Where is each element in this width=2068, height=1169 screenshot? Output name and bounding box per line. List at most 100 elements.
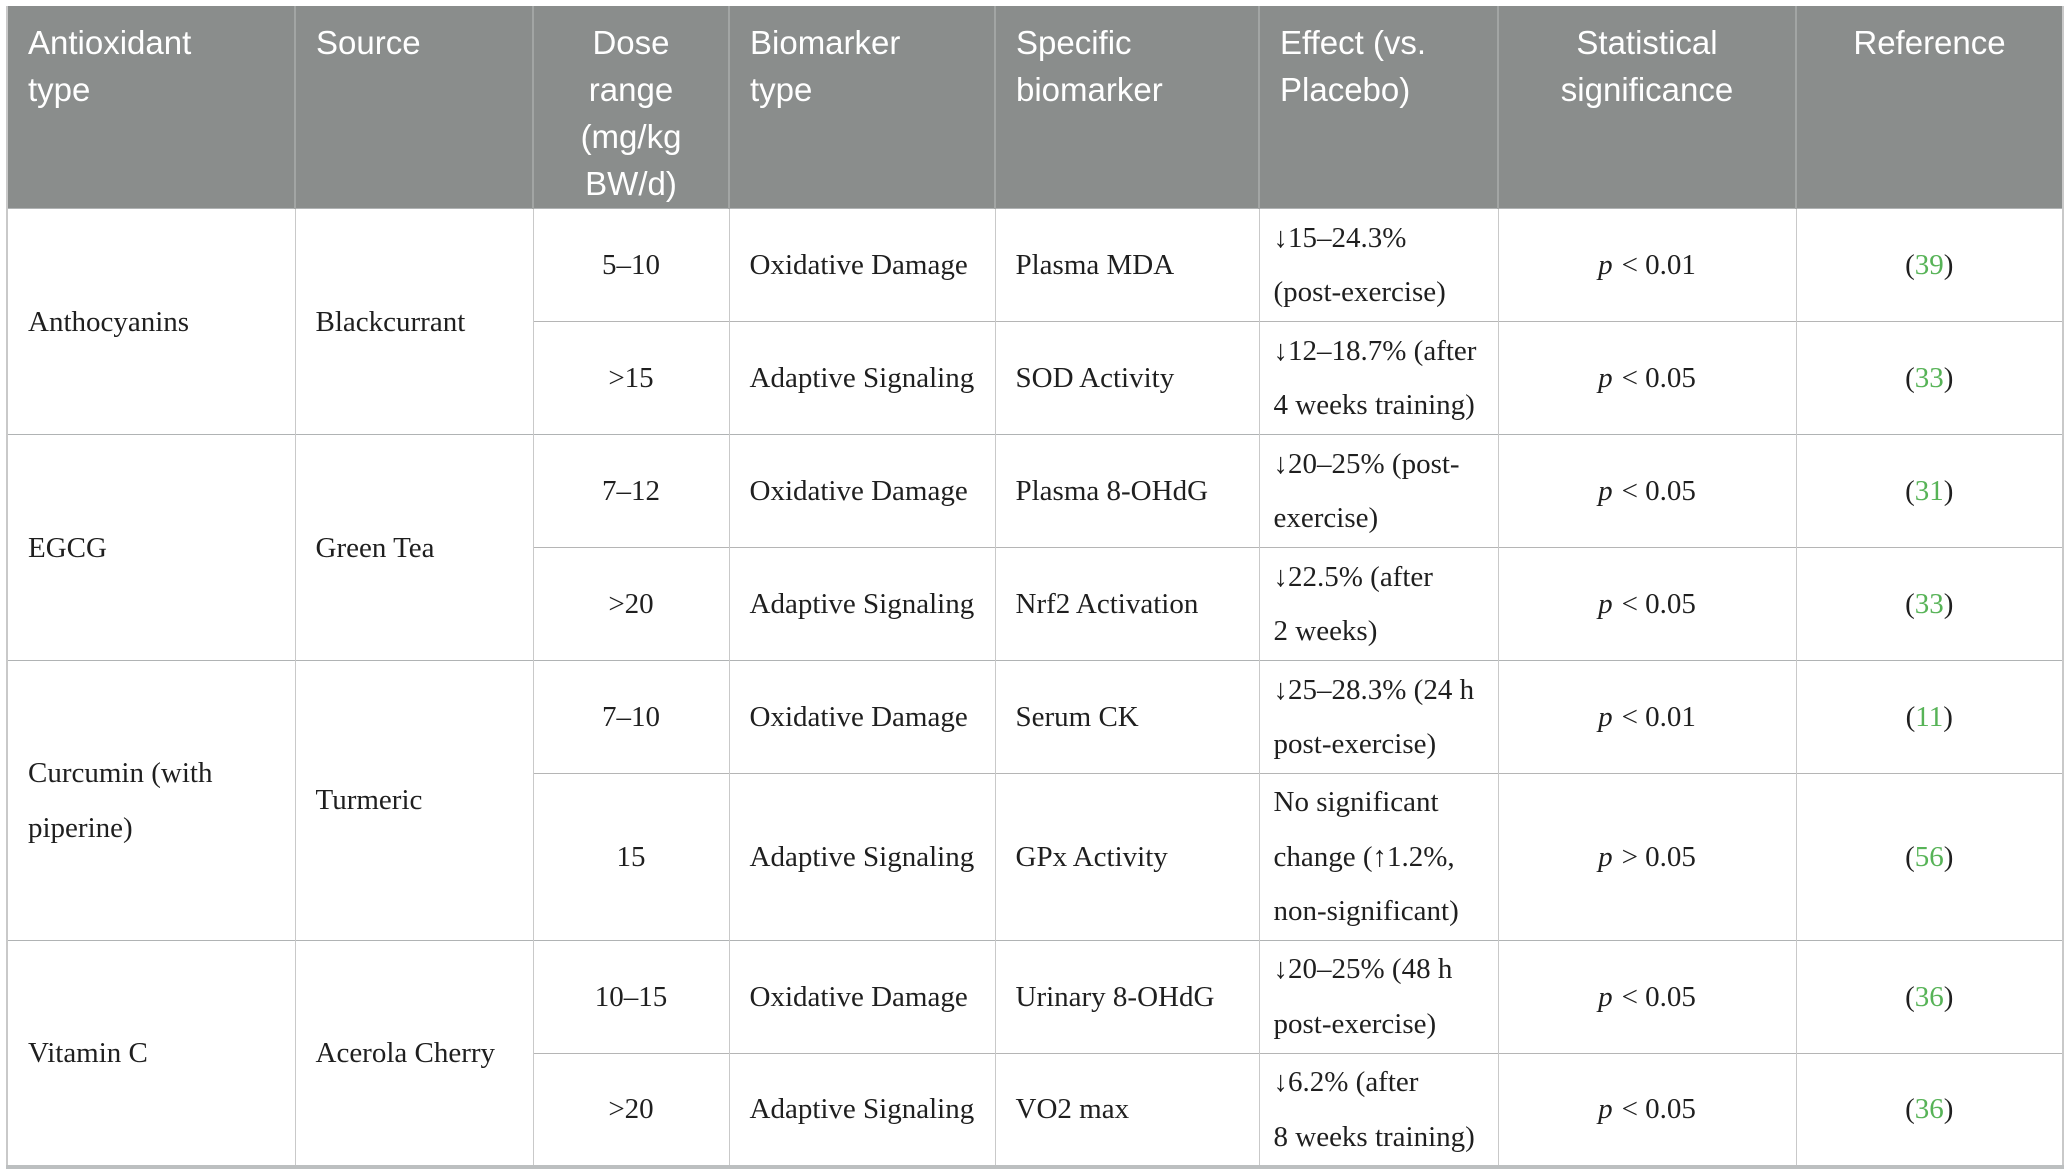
cell-specific-biomarker: SOD Activity (994, 321, 1259, 435)
cell-significance: p < 0.05 (1497, 434, 1796, 548)
column-header-antioxidant-type: Antioxidant type (7, 6, 295, 209)
table-row: EGCG Green Tea 7–12 Oxidative Damage Pla… (6, 434, 2063, 661)
cell-dose-range: >20 (532, 547, 729, 661)
cell-biomarker-type: Oxidative Damage (728, 434, 995, 548)
paren-close: ) (1943, 701, 1953, 734)
cell-biomarker-type: Oxidative Damage (728, 208, 995, 322)
paren-open: ( (1905, 588, 1915, 621)
reference-link[interactable]: 39 (1914, 249, 1944, 282)
reference-link[interactable]: 56 (1914, 840, 1944, 873)
p-symbol: p (1598, 362, 1613, 395)
cell-biomarker-type: Adaptive Signaling (728, 773, 995, 941)
paren-close: ) (1943, 588, 1954, 621)
paren-open: ( (1905, 475, 1915, 508)
p-threshold: < 0.05 (1621, 362, 1696, 395)
column-header-dose-range: Dose range (mg/kg BW/d) (532, 6, 729, 209)
reference-link[interactable]: 33 (1914, 362, 1944, 395)
column-header-biomarker-type: Biomarker type (728, 6, 995, 209)
p-threshold: < 0.01 (1621, 249, 1696, 282)
p-threshold: < 0.05 (1621, 1093, 1696, 1126)
cell-biomarker-type: Adaptive Signaling (728, 547, 995, 661)
p-threshold: < 0.05 (1621, 980, 1696, 1013)
cell-specific-biomarker: VO2 max (994, 1052, 1259, 1168)
cell-dose-range: 7–10 (532, 660, 729, 774)
p-symbol: p (1598, 475, 1613, 508)
cell-dose-range: 5–10 (532, 208, 729, 322)
table-body: Anthocyanins Blackcurrant 5–10 Oxidative… (6, 208, 2063, 1168)
p-threshold: < 0.05 (1621, 588, 1696, 621)
cell-antioxidant: Vitamin C (6, 939, 295, 1168)
paren-close: ) (1943, 1093, 1954, 1126)
cell-significance: p < 0.05 (1497, 1052, 1796, 1168)
cell-specific-biomarker: Serum CK (994, 660, 1259, 774)
paren-open: ( (1905, 980, 1915, 1013)
paren-close: ) (1943, 249, 1954, 282)
cell-specific-biomarker: Plasma MDA (994, 208, 1259, 322)
cell-biomarker-type: Adaptive Signaling (728, 1052, 995, 1168)
cell-biomarker-type: Oxidative Damage (728, 939, 995, 1054)
antioxidant-effects-table: Antioxidant type Source Dose range (mg/k… (6, 6, 2064, 1169)
cell-effect: ↓6.2% (after 8 weeks training) (1258, 1052, 1498, 1168)
cell-effect: ↓12–18.7% (after 4 weeks training) (1258, 321, 1498, 435)
p-threshold: < 0.01 (1621, 701, 1696, 734)
cell-effect: ↓22.5% (after 2 weeks) (1258, 547, 1498, 661)
reference-link[interactable]: 11 (1915, 701, 1944, 734)
cell-dose-range: >20 (532, 1052, 729, 1168)
cell-reference: (33) (1795, 321, 2063, 435)
cell-source: Acerola Cherry (294, 939, 533, 1168)
column-header-source: Source (294, 6, 533, 209)
cell-biomarker-type: Oxidative Damage (728, 660, 995, 774)
cell-antioxidant: Curcumin (with piperine) (6, 660, 295, 941)
cell-effect: No significant change (↑1.2%, non-signif… (1258, 773, 1498, 941)
paren-close: ) (1943, 980, 1954, 1013)
paren-close: ) (1943, 840, 1954, 873)
cell-source: Blackcurrant (294, 208, 533, 435)
table-header: Antioxidant type Source Dose range (mg/k… (7, 6, 2063, 209)
cell-source: Turmeric (294, 660, 533, 941)
p-symbol: p (1598, 1093, 1613, 1126)
table-row: Vitamin C Acerola Cherry 10–15 Oxidative… (6, 939, 2063, 1168)
cell-dose-range: 15 (532, 773, 729, 941)
cell-effect: ↓20–25% (48 h post-exercise) (1258, 939, 1498, 1054)
paren-close: ) (1943, 475, 1954, 508)
cell-antioxidant: EGCG (6, 434, 295, 661)
reference-link[interactable]: 36 (1914, 980, 1944, 1013)
cell-significance: p < 0.05 (1497, 939, 1796, 1054)
cell-antioxidant: Anthocyanins (6, 208, 295, 435)
cell-significance: p < 0.01 (1497, 660, 1796, 774)
cell-reference: (36) (1795, 1052, 2063, 1168)
paren-open: ( (1905, 362, 1915, 395)
column-header-statistical-significance: Statistical significance (1497, 6, 1796, 209)
cell-reference: (31) (1795, 434, 2063, 548)
cell-dose-range: 7–12 (532, 434, 729, 548)
p-symbol: p (1598, 588, 1613, 621)
p-threshold: < 0.05 (1621, 475, 1696, 508)
table-row: >15 Adaptive Signaling SOD Activity ↓12–… (7, 321, 2063, 435)
table-row: Anthocyanins Blackcurrant 5–10 Oxidative… (6, 208, 2063, 435)
cell-reference: (11) (1795, 660, 2063, 774)
reference-link[interactable]: 31 (1914, 475, 1944, 508)
reference-link[interactable]: 36 (1914, 1093, 1944, 1126)
column-header-specific-biomarker: Specific biomarker (994, 6, 1259, 209)
cell-biomarker-type: Adaptive Signaling (728, 321, 995, 435)
reference-link[interactable]: 33 (1914, 588, 1944, 621)
cell-significance: p > 0.05 (1497, 773, 1796, 941)
column-header-reference: Reference (1795, 6, 2063, 209)
paren-open: ( (1905, 1093, 1915, 1126)
cell-dose-range: 10–15 (532, 939, 729, 1054)
cell-specific-biomarker: GPx Activity (994, 773, 1259, 941)
p-symbol: p (1598, 701, 1613, 734)
paren-open: ( (1905, 701, 1916, 734)
cell-reference: (36) (1795, 939, 2063, 1054)
table-row: 15 Adaptive Signaling GPx Activity No si… (7, 773, 2063, 941)
cell-reference: (33) (1795, 547, 2063, 661)
cell-significance: p < 0.05 (1497, 321, 1796, 435)
column-header-effect: Effect (vs. Placebo) (1258, 6, 1498, 209)
paren-open: ( (1905, 249, 1915, 282)
p-symbol: p (1598, 249, 1613, 282)
header-row: Antioxidant type Source Dose range (mg/k… (7, 6, 2063, 209)
table-row: >20 Adaptive Signaling VO2 max ↓6.2% (af… (7, 1052, 2063, 1168)
cell-specific-biomarker: Plasma 8-OHdG (994, 434, 1259, 548)
cell-effect: ↓20–25% (post- exercise) (1258, 434, 1498, 548)
